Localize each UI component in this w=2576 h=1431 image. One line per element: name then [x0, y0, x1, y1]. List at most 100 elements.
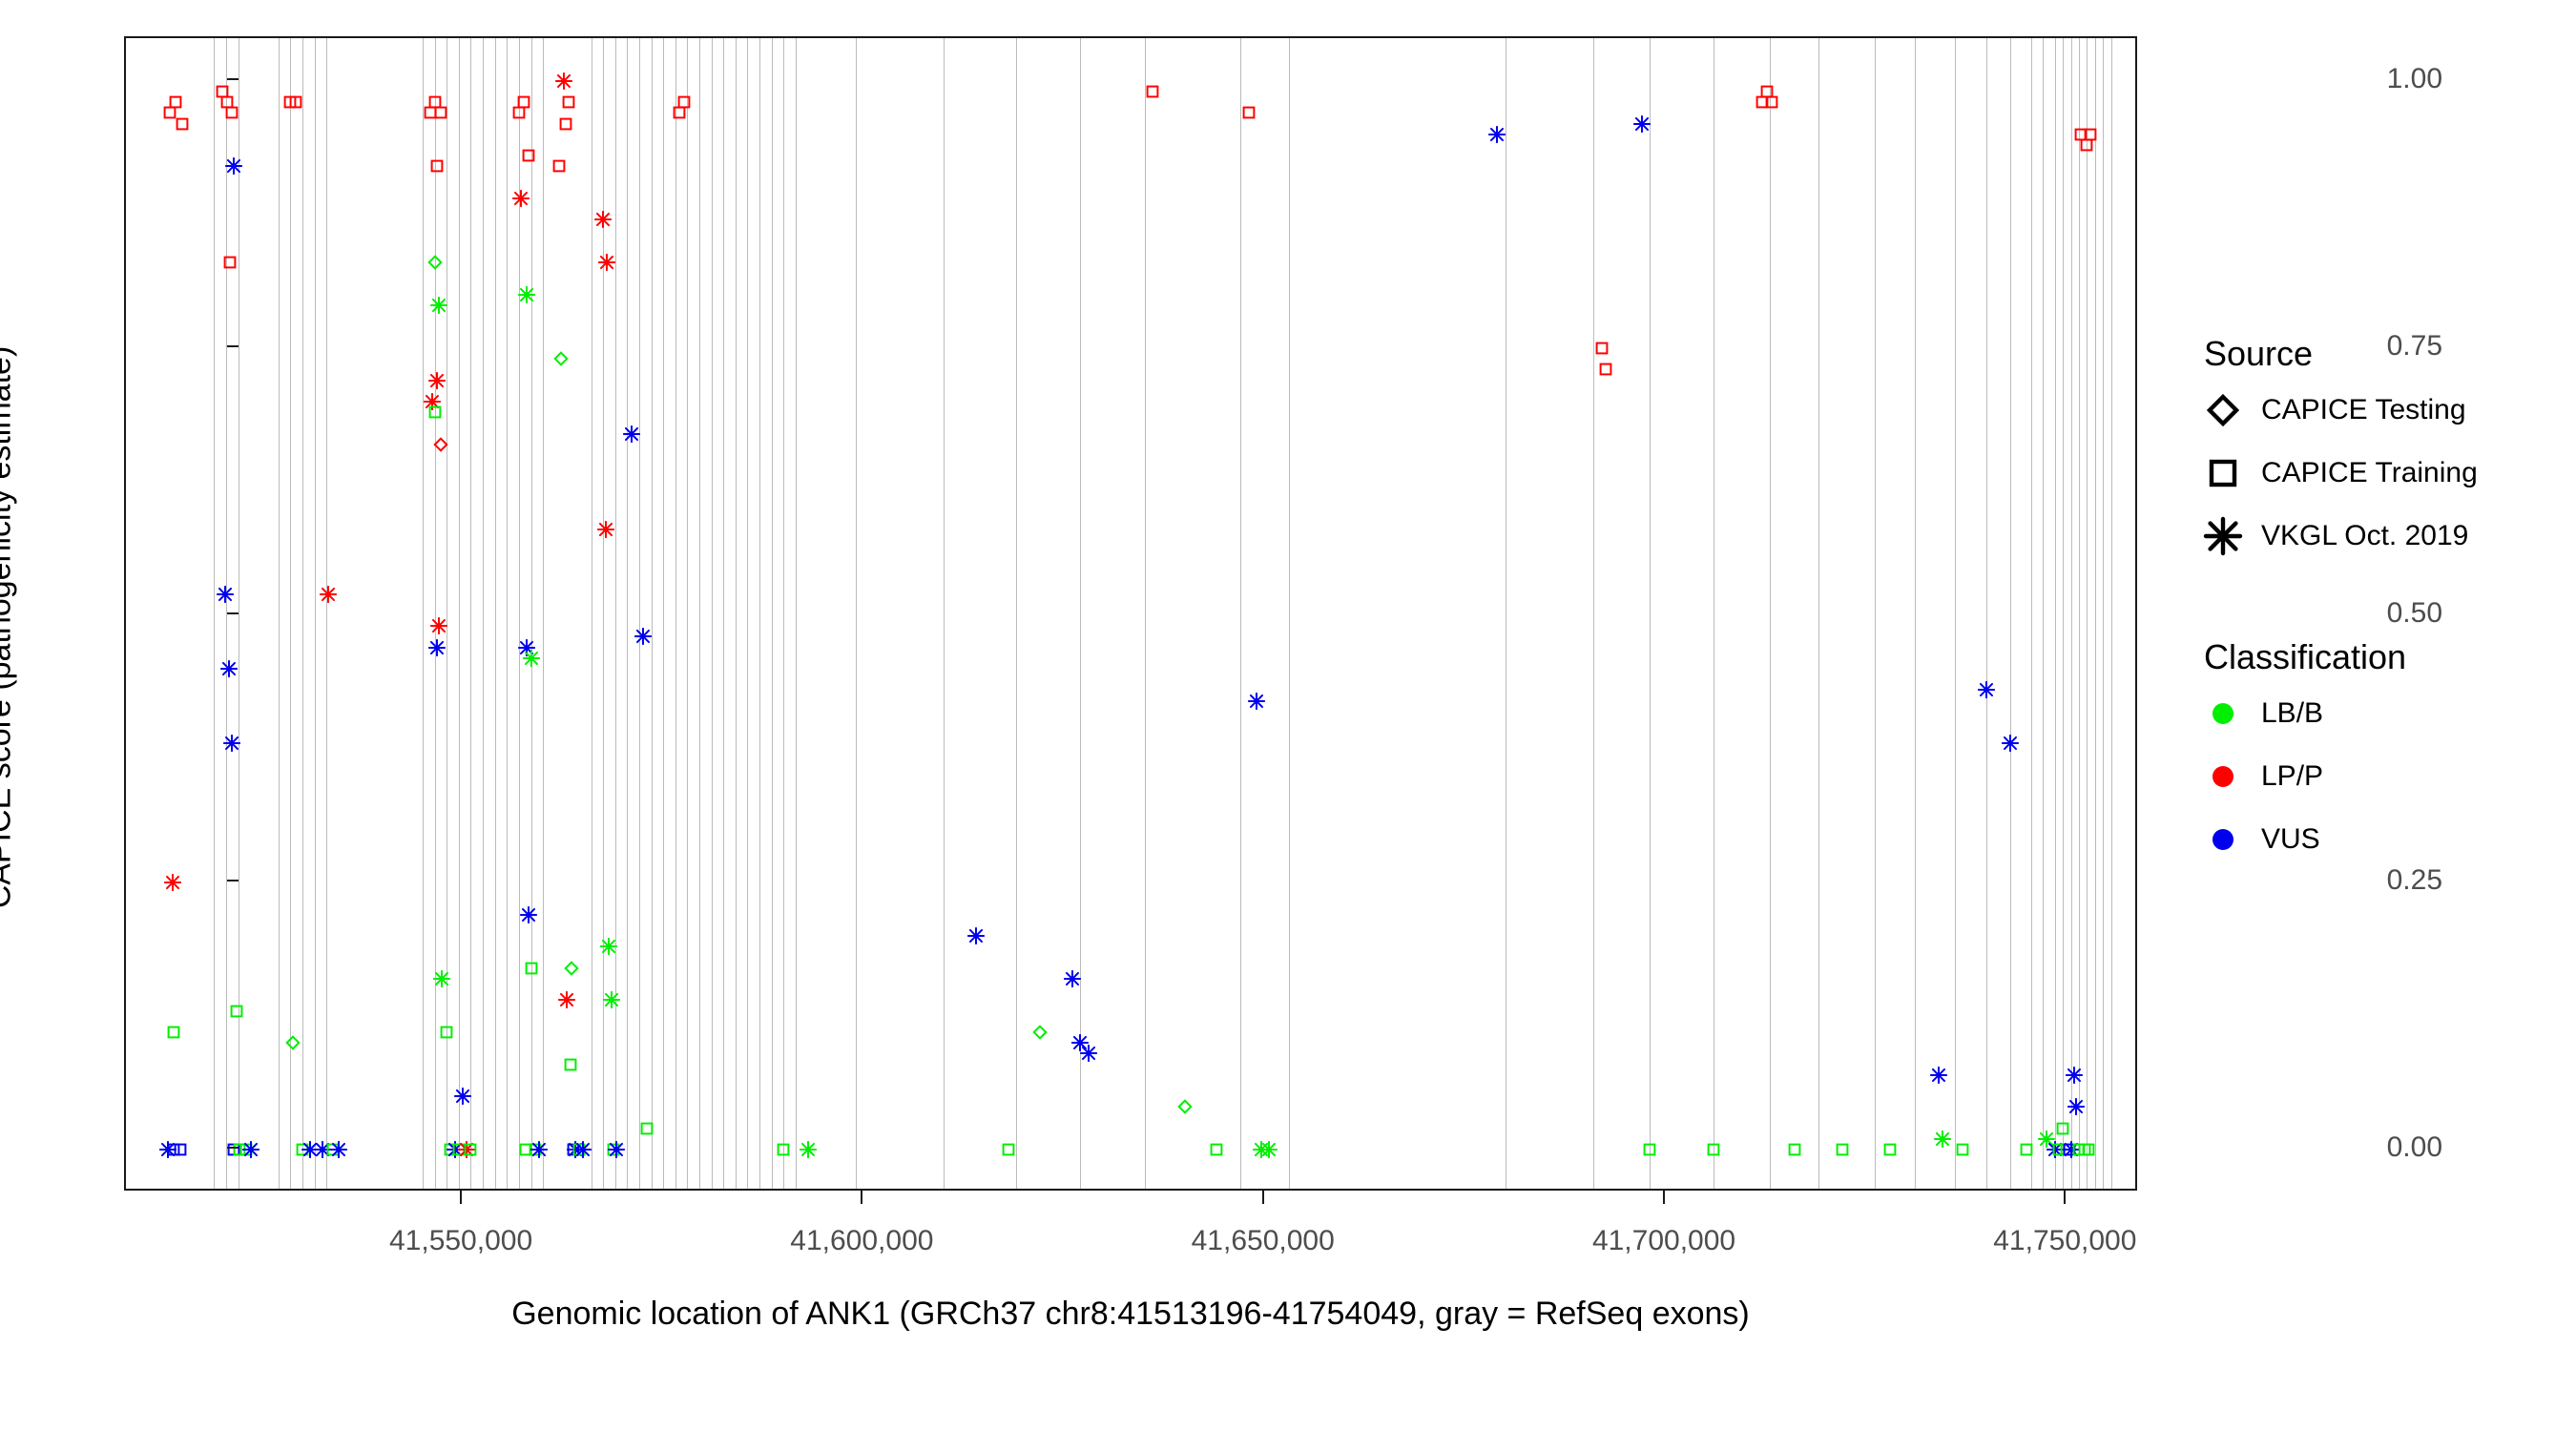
data-point-lbb-square[interactable]	[1641, 1141, 1658, 1158]
data-point-lbb-square[interactable]	[2018, 1141, 2035, 1158]
data-point-lpp-square[interactable]	[515, 93, 532, 111]
data-point-vus-asterisk[interactable]	[454, 1088, 471, 1105]
data-point-vus-asterisk[interactable]	[217, 586, 234, 603]
data-point-lbb-square[interactable]	[2054, 1120, 2071, 1137]
asterisk-icon	[2204, 517, 2242, 555]
data-point-lbb-diamond[interactable]	[1176, 1098, 1194, 1115]
data-point-lbb-square[interactable]	[228, 1003, 245, 1020]
data-point-lbb-square[interactable]	[523, 960, 540, 977]
data-point-vus-asterisk[interactable]	[1930, 1067, 1947, 1084]
data-point-lpp-asterisk[interactable]	[555, 73, 572, 90]
data-point-lpp-asterisk[interactable]	[320, 586, 337, 603]
data-point-lpp-square[interactable]	[221, 254, 239, 271]
data-point-lbb-asterisk[interactable]	[433, 970, 450, 987]
data-point-lbb-diamond[interactable]	[552, 350, 570, 367]
classification-dot-icon	[2204, 695, 2242, 733]
data-point-lbb-square[interactable]	[638, 1120, 655, 1137]
data-point-lpp-asterisk[interactable]	[598, 254, 615, 271]
data-point-vus-asterisk[interactable]	[220, 660, 238, 677]
data-point-vus-asterisk[interactable]	[223, 735, 240, 752]
data-point-lbb-square[interactable]	[1705, 1141, 1722, 1158]
data-point-lpp-asterisk[interactable]	[597, 521, 614, 538]
data-point-lpp-square[interactable]	[520, 147, 537, 164]
refseq-exon-line	[627, 38, 628, 1189]
data-point-lbb-square[interactable]	[2080, 1141, 2097, 1158]
data-point-vus-asterisk[interactable]	[1633, 115, 1651, 133]
data-point-lbb-square[interactable]	[1881, 1141, 1899, 1158]
data-point-lbb-square[interactable]	[426, 404, 444, 421]
data-point-lbb-asterisk[interactable]	[1260, 1141, 1278, 1158]
data-point-lbb-asterisk[interactable]	[430, 297, 447, 314]
data-point-lpp-square[interactable]	[432, 104, 449, 121]
data-point-vus-asterisk[interactable]	[225, 157, 242, 175]
data-point-lbb-square[interactable]	[462, 1141, 479, 1158]
data-point-vus-asterisk[interactable]	[1248, 693, 1265, 710]
data-point-vus-asterisk[interactable]	[428, 639, 446, 656]
data-point-lbb-diamond[interactable]	[563, 960, 580, 977]
refseq-exon-line	[2063, 38, 2064, 1189]
data-point-vus-asterisk[interactable]	[1080, 1045, 1097, 1062]
data-point-lpp-square[interactable]	[1144, 83, 1161, 100]
data-point-vus-asterisk[interactable]	[608, 1141, 625, 1158]
data-point-vus-asterisk[interactable]	[2067, 1098, 2085, 1115]
data-point-lbb-asterisk[interactable]	[523, 650, 540, 667]
data-point-lpp-square[interactable]	[287, 93, 304, 111]
data-point-lpp-asterisk[interactable]	[512, 190, 530, 207]
data-point-lpp-asterisk[interactable]	[594, 211, 612, 228]
data-point-vus-asterisk[interactable]	[520, 906, 537, 923]
data-point-lbb-square[interactable]	[562, 1056, 579, 1073]
data-point-lpp-square[interactable]	[1763, 93, 1780, 111]
data-point-lbb-square[interactable]	[1208, 1141, 1225, 1158]
data-point-vus-asterisk[interactable]	[530, 1141, 548, 1158]
data-point-vus-asterisk[interactable]	[623, 425, 640, 443]
data-point-vus-asterisk[interactable]	[1488, 126, 1506, 143]
refseq-exon-line	[435, 38, 436, 1189]
refseq-exon-line	[1289, 38, 1290, 1189]
data-point-lpp-square[interactable]	[1240, 104, 1257, 121]
data-point-lbb-asterisk[interactable]	[800, 1141, 817, 1158]
data-point-lbb-asterisk[interactable]	[600, 938, 617, 955]
data-point-lpp-square[interactable]	[675, 93, 693, 111]
data-point-lpp-asterisk[interactable]	[430, 617, 447, 634]
legend-classification-item-1: LP/P	[2204, 757, 2566, 796]
data-point-lbb-diamond[interactable]	[284, 1034, 301, 1051]
data-point-vus-asterisk[interactable]	[330, 1141, 347, 1158]
data-point-lbb-diamond[interactable]	[1031, 1024, 1049, 1041]
data-point-lpp-square[interactable]	[557, 115, 574, 133]
data-point-lbb-square[interactable]	[165, 1024, 182, 1041]
data-point-lbb-asterisk[interactable]	[1934, 1130, 1951, 1148]
data-point-vus-square[interactable]	[172, 1141, 189, 1158]
data-point-lpp-square[interactable]	[223, 104, 240, 121]
data-point-lpp-asterisk[interactable]	[428, 372, 446, 389]
data-point-lbb-square[interactable]	[1000, 1141, 1017, 1158]
data-point-vus-asterisk[interactable]	[242, 1141, 260, 1158]
data-point-vus-asterisk[interactable]	[634, 628, 652, 645]
data-point-lbb-square[interactable]	[1834, 1141, 1851, 1158]
data-point-lpp-square[interactable]	[167, 93, 184, 111]
data-point-lpp-asterisk[interactable]	[558, 991, 575, 1008]
data-point-lpp-square[interactable]	[2082, 126, 2099, 143]
data-point-lpp-square[interactable]	[560, 93, 577, 111]
data-point-lbb-square[interactable]	[438, 1024, 455, 1041]
scatter-chart: CAPICE score (pathogenicity estimate) Ge…	[0, 0, 2576, 1431]
data-point-lbb-square[interactable]	[1786, 1141, 1803, 1158]
data-point-lpp-square[interactable]	[1593, 340, 1610, 357]
data-point-lpp-square[interactable]	[1597, 361, 1614, 378]
data-point-vus-asterisk[interactable]	[1064, 970, 1081, 987]
data-point-vus-asterisk[interactable]	[1978, 681, 1995, 698]
data-point-lpp-square[interactable]	[428, 157, 446, 175]
data-point-lbb-square[interactable]	[1954, 1141, 1971, 1158]
data-point-vus-asterisk[interactable]	[2066, 1067, 2083, 1084]
data-point-lbb-diamond[interactable]	[426, 254, 444, 271]
data-point-vus-asterisk[interactable]	[2002, 735, 2019, 752]
data-point-lbb-asterisk[interactable]	[518, 286, 535, 303]
data-point-lbb-square[interactable]	[775, 1141, 792, 1158]
data-point-vus-asterisk[interactable]	[574, 1141, 592, 1158]
data-point-lbb-asterisk[interactable]	[603, 991, 620, 1008]
data-point-lpp-square[interactable]	[174, 115, 191, 133]
refseq-exon-line	[2055, 38, 2056, 1189]
data-point-lpp-square[interactable]	[551, 157, 568, 175]
data-point-lpp-diamond[interactable]	[432, 436, 449, 453]
data-point-lpp-asterisk[interactable]	[164, 874, 181, 891]
data-point-vus-asterisk[interactable]	[967, 927, 985, 944]
